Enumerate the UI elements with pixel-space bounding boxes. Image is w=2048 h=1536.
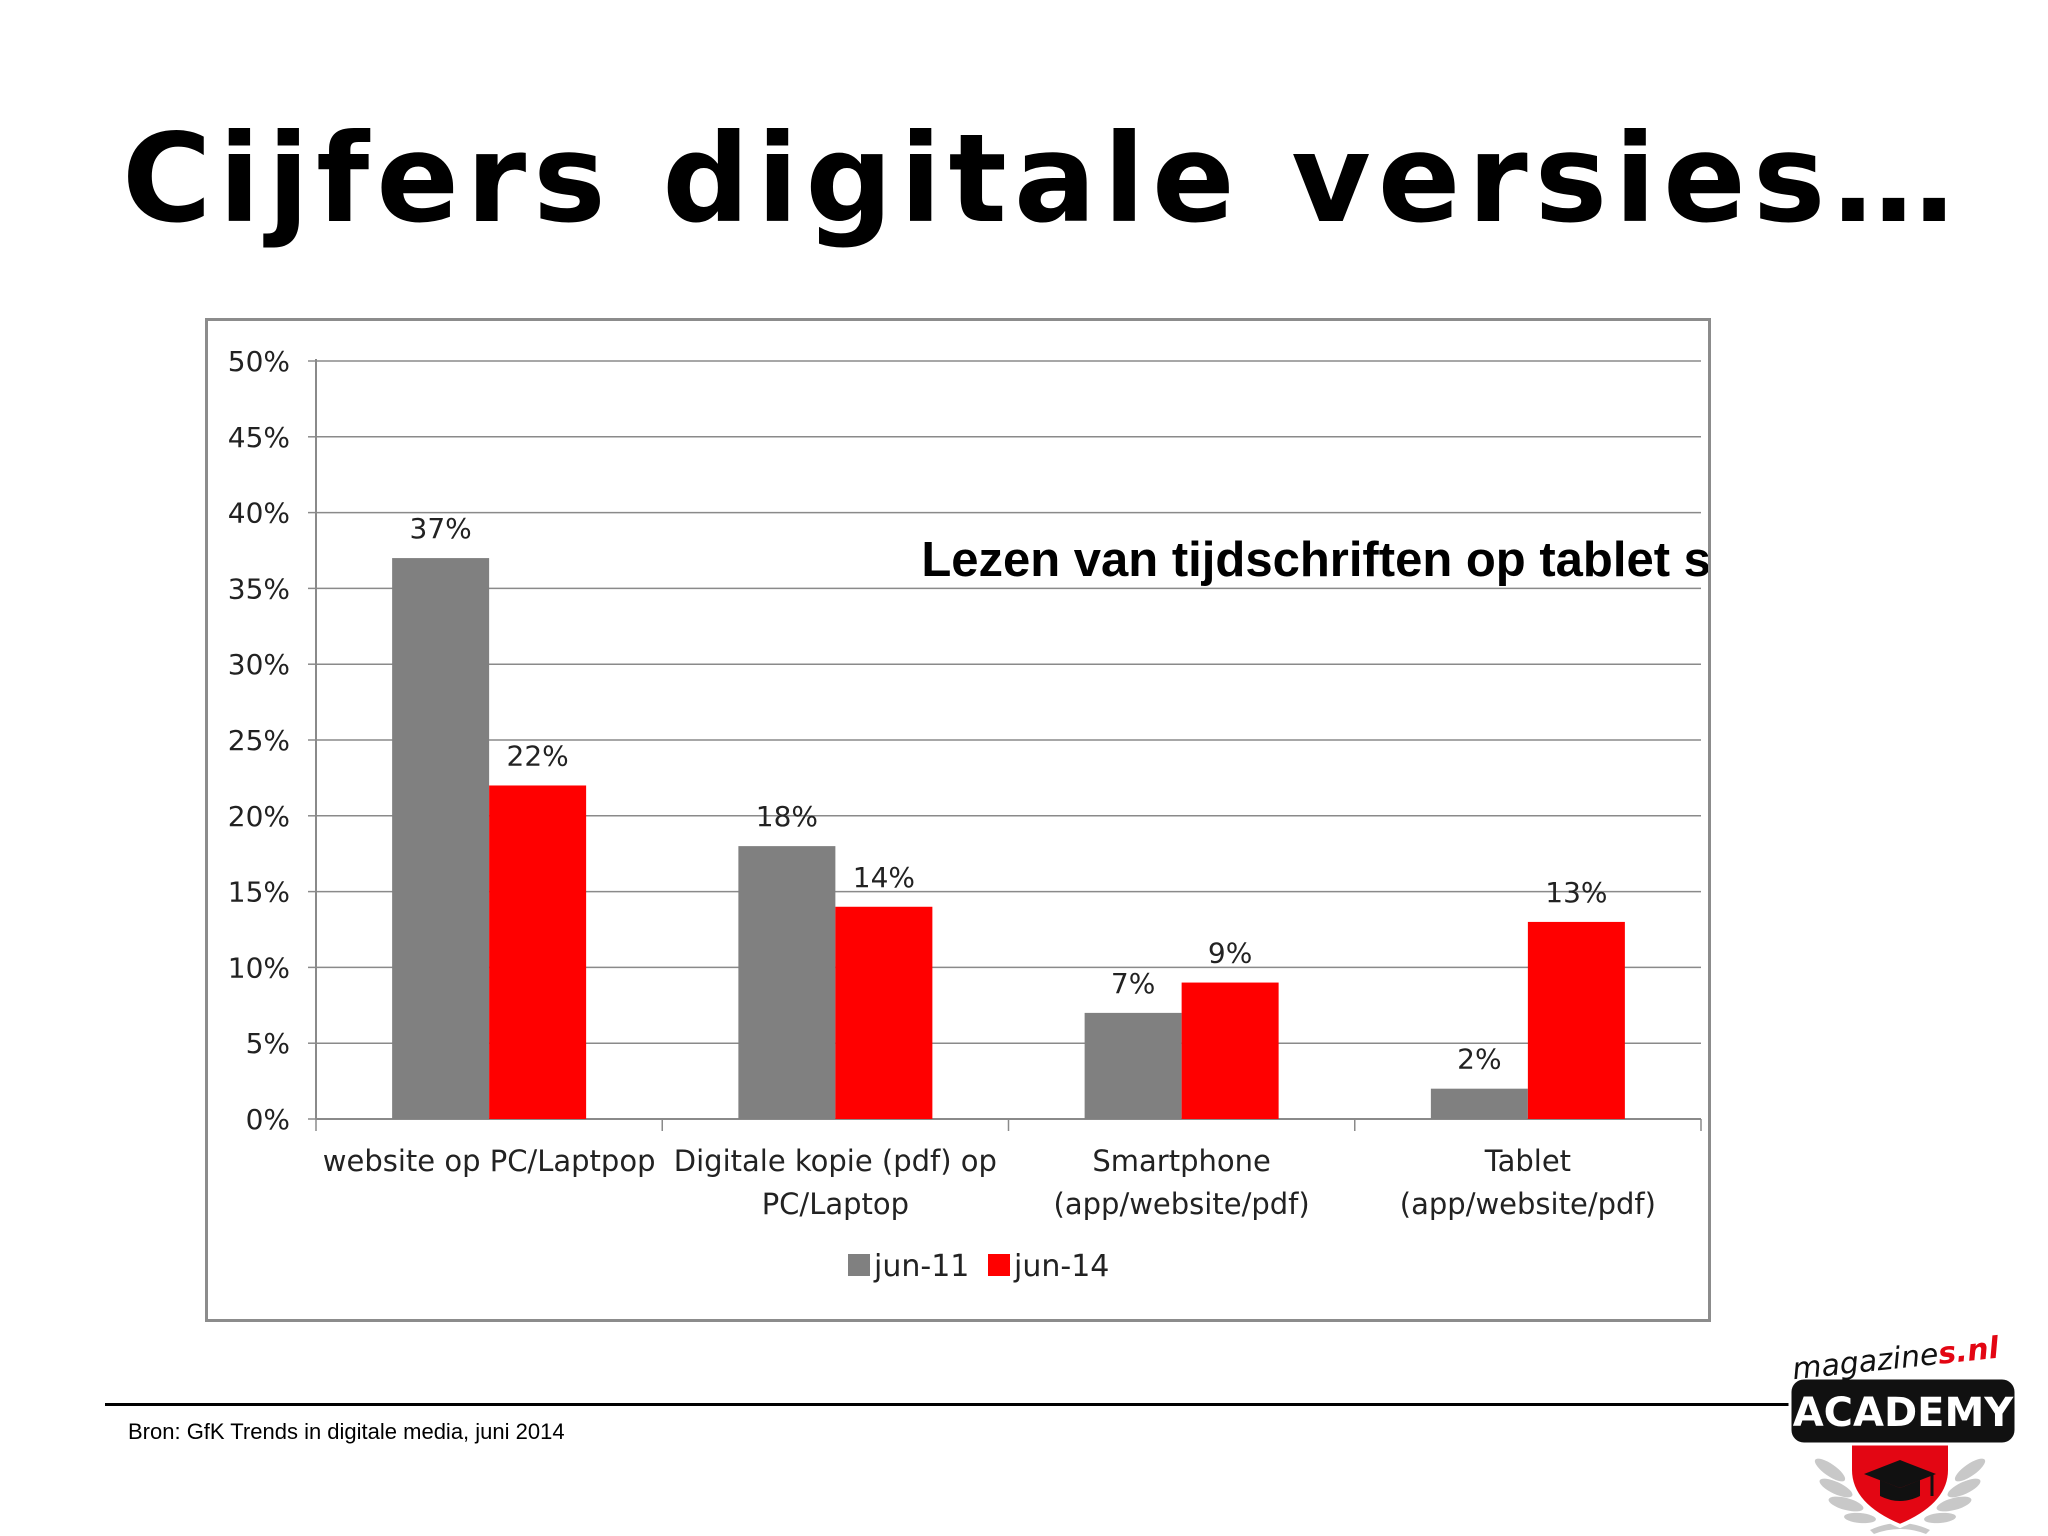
x-tick-label: (app/website/pdf)	[1400, 1187, 1656, 1221]
footer-divider	[105, 1403, 1805, 1406]
legend-label: jun-11	[873, 1249, 969, 1284]
bar-jun-11-0	[392, 558, 490, 1119]
bar-jun-14-2	[1181, 982, 1279, 1119]
slide-title: Cijfers digitale versies…	[122, 108, 1962, 250]
y-tick-label: 15%	[228, 876, 290, 909]
y-tick-label: 25%	[228, 724, 290, 757]
logo-wordmark-suffix: s.nl	[1936, 1331, 2001, 1372]
bar-jun-14-0	[489, 785, 587, 1119]
legend-swatch	[988, 1254, 1010, 1276]
bar-jun-11-1	[738, 846, 836, 1119]
data-label: 14%	[853, 861, 915, 894]
y-tick-label: 35%	[228, 572, 290, 605]
logo-badge: ACADEMY	[1793, 1390, 2015, 1436]
y-tick-label: 20%	[228, 800, 290, 833]
data-label: 18%	[756, 800, 818, 833]
legend-swatch	[848, 1254, 870, 1276]
x-tick-label: website op PC/Laptpop	[323, 1144, 656, 1178]
y-tick-label: 50%	[228, 345, 290, 378]
bar-jun-11-3	[1430, 1088, 1528, 1119]
x-tick-label: Tablet	[1484, 1144, 1571, 1178]
data-label: 9%	[1208, 937, 1252, 970]
source-note: Bron: GfK Trends in digitale media, juni…	[128, 1419, 565, 1444]
data-label: 13%	[1545, 876, 1607, 909]
laurel-icon	[1814, 1458, 1986, 1534]
x-tick-label: Smartphone	[1092, 1144, 1270, 1178]
data-label: 7%	[1111, 967, 1155, 1000]
y-tick-label: 0%	[246, 1103, 290, 1136]
bar-jun-11-2	[1084, 1012, 1182, 1119]
chart-title: Lezen van tijdschriften op tablet stijgt	[921, 533, 1708, 587]
data-label: 2%	[1457, 1043, 1501, 1076]
chart-frame: 0% 5% 10% 15% 20% 25% 30% 35% 40% 45% 50% 37% 22% web…	[205, 318, 1711, 1322]
bar-jun-14-1	[835, 906, 933, 1119]
y-tick-label: 5%	[246, 1027, 290, 1060]
data-label: 37%	[410, 512, 472, 545]
y-tick-label: 40%	[228, 497, 290, 530]
bar-chart: 0% 5% 10% 15% 20% 25% 30% 35% 40% 45% 50% 37% 22% web…	[228, 345, 1708, 1284]
data-label: 22%	[507, 739, 569, 772]
x-tick-label: PC/Laptop	[762, 1187, 909, 1221]
bar-jun-14-3	[1527, 921, 1625, 1119]
graduation-cap-icon	[1864, 1460, 1936, 1501]
legend-label: jun-14	[1013, 1249, 1109, 1284]
y-tick-label: 10%	[228, 951, 290, 984]
magazines-academy-logo: ACADEMY magazines.nl	[1788, 1331, 2018, 1534]
y-tick-label: 45%	[228, 421, 290, 454]
y-tick-label: 30%	[228, 648, 290, 681]
x-tick-label: Digitale kopie (pdf) op	[674, 1144, 997, 1178]
x-tick-label: (app/website/pdf)	[1054, 1187, 1310, 1221]
